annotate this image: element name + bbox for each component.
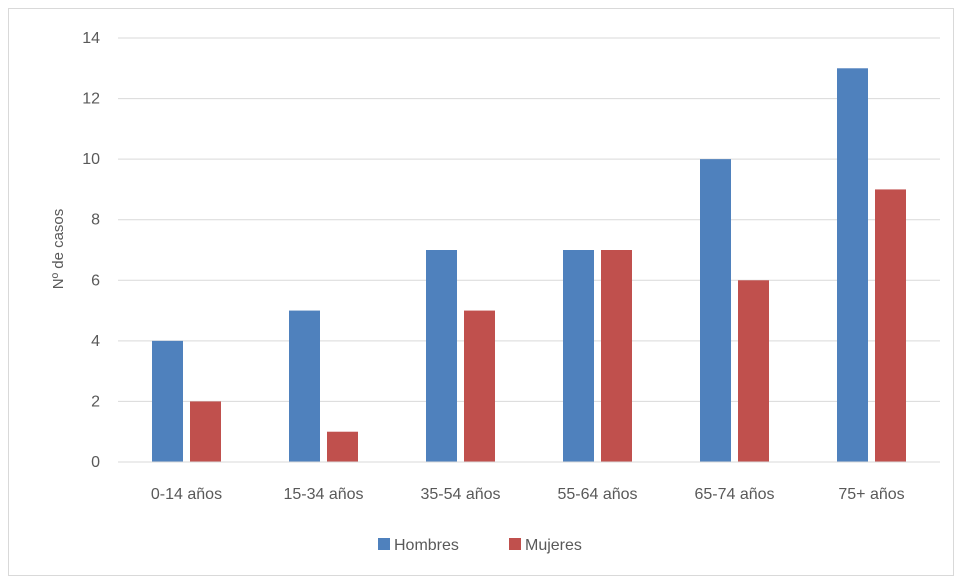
y-tick-label: 2 <box>91 393 100 410</box>
legend-swatch-mujeres <box>509 538 521 550</box>
bar-hombres-0 <box>152 340 183 462</box>
y-axis-ticks: 0 2 4 6 8 10 12 14 <box>82 30 100 471</box>
x-tick-label: 0-14 años <box>151 486 222 503</box>
x-tick-label: 15-34 años <box>283 486 363 503</box>
x-axis-ticks: 0-14 años 15-34 años 35-54 años 55-64 años 6… <box>151 486 905 503</box>
x-tick-label: 65-74 años <box>694 486 774 503</box>
y-axis-label: Nº de casos <box>50 209 67 290</box>
bar-mujeres-1 <box>327 431 358 462</box>
legend-label-mujeres: Mujeres <box>525 537 582 554</box>
x-tick-label: 55-64 años <box>557 486 637 503</box>
y-tick-label: 8 <box>91 212 100 229</box>
bar-mujeres-2 <box>464 310 495 462</box>
y-tick-label: 12 <box>82 91 100 108</box>
x-tick-label: 35-54 años <box>420 486 500 503</box>
y-tick-label: 14 <box>82 30 100 47</box>
bar-mujeres-3 <box>601 250 632 462</box>
x-tick-label: 75+ años <box>838 486 904 503</box>
legend: Hombres Mujeres <box>378 537 582 554</box>
legend-label-hombres: Hombres <box>394 537 459 554</box>
bars <box>152 68 906 463</box>
y-tick-label: 6 <box>91 272 100 289</box>
chart-frame <box>8 8 954 576</box>
legend-swatch-hombres <box>378 538 390 550</box>
y-tick-label: 0 <box>91 454 100 471</box>
bar-hombres-2 <box>426 250 457 462</box>
y-tick-label: 4 <box>91 333 100 350</box>
bar-hombres-3 <box>563 250 594 462</box>
bar-mujeres-4 <box>738 280 769 462</box>
bar-hombres-1 <box>289 310 320 462</box>
y-tick-label: 10 <box>82 151 100 168</box>
bar-mujeres-5 <box>875 189 906 462</box>
bar-hombres-5 <box>837 68 868 463</box>
bar-mujeres-0 <box>190 401 221 462</box>
bar-hombres-4 <box>700 159 731 462</box>
gridlines <box>118 37 940 402</box>
